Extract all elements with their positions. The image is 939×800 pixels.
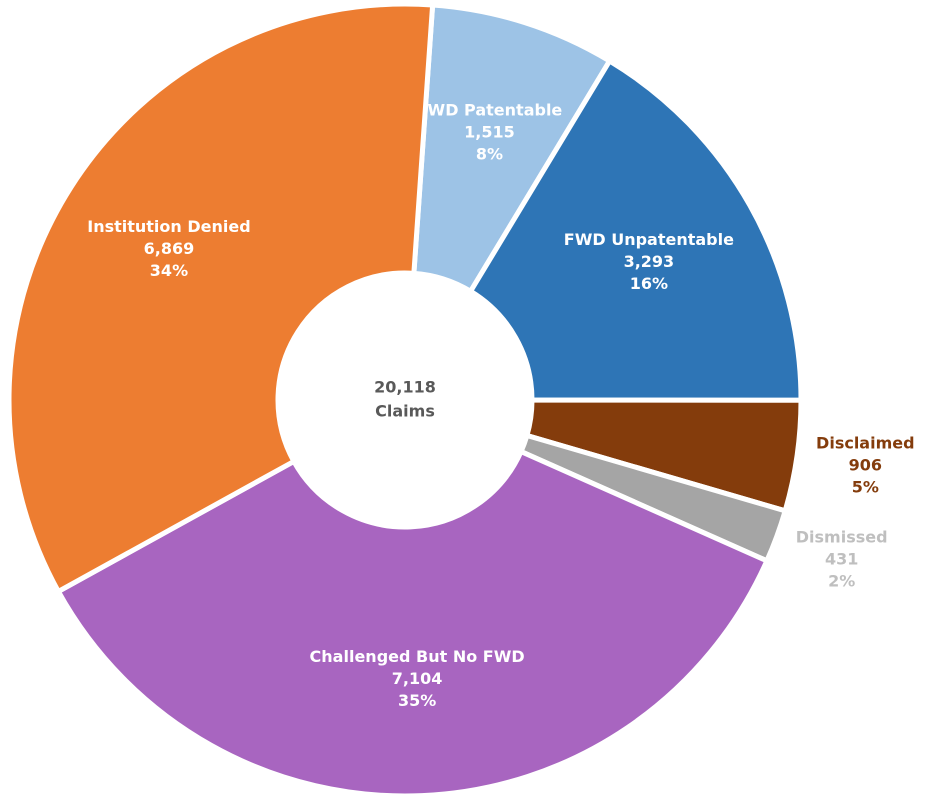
slice-label: Disclaimed xyxy=(816,433,915,452)
percent-label: 2% xyxy=(828,571,855,590)
percent-label: 16% xyxy=(630,274,668,293)
slice-label: Challenged But No FWD xyxy=(310,647,525,666)
slice xyxy=(411,2,614,295)
value-label: 431 xyxy=(825,549,858,568)
value-label: 906 xyxy=(849,455,882,474)
slice xyxy=(54,448,771,799)
slice-label: FWD Patentable xyxy=(417,101,563,120)
percent-label: 8% xyxy=(476,145,503,164)
value-label: 6,869 xyxy=(144,239,195,258)
slice xyxy=(6,1,436,595)
percent-label: 5% xyxy=(852,477,879,496)
value-label: 3,293 xyxy=(624,252,675,271)
percent-label: 35% xyxy=(398,691,436,710)
value-label: 7,104 xyxy=(392,669,443,688)
slice xyxy=(467,57,804,403)
center-total: 20,118 xyxy=(374,378,436,397)
slice-label: FWD Unpatentable xyxy=(564,230,734,249)
slice-label: Dismissed xyxy=(796,527,888,546)
slice-label: Institution Denied xyxy=(87,217,250,236)
donut-hole xyxy=(278,273,532,527)
value-label: 1,515 xyxy=(464,123,515,142)
center-text: Claims xyxy=(375,402,435,421)
percent-label: 34% xyxy=(150,261,188,280)
